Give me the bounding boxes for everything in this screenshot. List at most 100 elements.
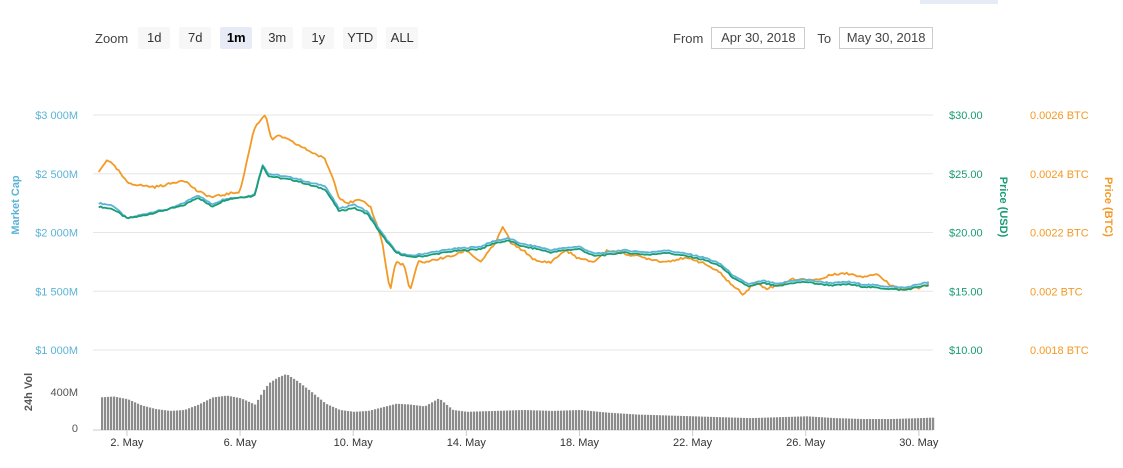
zoom-3m-button[interactable]: 3m [261,27,294,49]
volume-axis-title: 24h Vol [23,373,35,411]
volume-bar [671,415,674,430]
zoom-1d-button[interactable]: 1d [138,27,171,49]
volume-bar [257,399,260,430]
volume-bar [434,400,437,430]
volume-bar [851,418,854,430]
volume-bar [254,404,257,430]
x-tick-label: 6. May [224,437,258,449]
volume-bar [356,411,359,430]
volume-bar [425,405,428,430]
zoom-all-button[interactable]: ALL [386,27,419,49]
market-cap-tick-label: $3 000M [35,110,78,122]
zoom-1m-button[interactable]: 1m [220,27,253,49]
volume-bar [113,396,116,430]
volume-bar [218,396,221,430]
volume-bar [605,412,608,430]
volume-bar [785,416,788,430]
volume-bar [674,415,677,430]
volume-bar [686,416,689,430]
volume-bar [410,404,413,430]
volume-bar [452,409,455,430]
volume-bar [137,403,140,430]
volume-tick-label: 400M [50,387,78,399]
volume-bar [341,410,344,430]
price-btc-series-line [97,114,930,296]
volume-bar [578,410,581,430]
volume-bar [173,410,176,430]
zoom-1y-button[interactable]: 1y [302,27,335,49]
volume-bar [713,416,716,430]
volume-bar [572,410,575,430]
volume-bar [140,405,143,430]
market-cap-tick-label: $1 000M [35,345,78,357]
volume-bar [296,380,299,430]
volume-bar [845,418,848,430]
volume-bar [500,410,503,430]
volume-bar [575,410,578,430]
volume-bar [464,411,467,430]
volume-bar [740,417,743,430]
volume-bar [599,411,602,430]
volume-bar [878,419,881,430]
zoom-7d-button[interactable]: 7d [179,27,212,49]
volume-bar [698,416,701,430]
volume-bar [311,392,314,430]
volume-bar [830,417,833,430]
price-usd-tick-label: $15.00 [949,286,983,298]
volume-bar [287,375,290,430]
volume-bar [458,410,461,430]
volume-bar [146,406,149,430]
volume-bar [923,417,926,430]
volume-bar [314,394,317,430]
volume-bar [557,410,560,430]
volume-bar [344,410,347,430]
x-tick-label: 10. May [334,437,374,449]
volume-bar [401,404,404,430]
volume-bar [857,418,860,430]
volume-bar [542,410,545,430]
volume-bar [110,396,113,430]
volume-bar [368,410,371,430]
volume-bar [749,418,752,430]
volume-bar [518,410,521,430]
volume-bar [380,407,383,430]
volume-bar [122,398,125,430]
volume-bar [101,397,104,430]
volume-bar [320,399,323,430]
volume-bar [854,418,857,430]
volume-bar [728,417,731,430]
volume-bar [809,416,812,430]
volume-bar [602,412,605,430]
volume-bar [893,418,896,430]
volume-bar [116,397,119,430]
volume-bar [623,413,626,430]
volume-bar [659,415,662,430]
volume-bar [155,409,158,430]
volume-bar [914,418,917,430]
volume-bar [512,410,515,430]
to-date-input[interactable]: May 30, 2018 [839,27,934,49]
volume-bar [617,413,620,430]
volume-bar [905,418,908,430]
volume-bar [758,417,761,430]
zoom-ytd-button[interactable]: YTD [343,27,378,49]
volume-bar [107,396,110,430]
volume-bar [494,410,497,430]
volume-bar [737,417,740,430]
volume-bar [353,411,356,430]
volume-bar [428,404,431,430]
volume-bar [641,414,644,430]
volume-bar [908,418,911,430]
volume-bar [125,398,128,430]
volume-bar [248,401,251,430]
volume-bar [398,403,401,430]
volume-bar [416,405,419,430]
volume-bar [695,416,698,430]
market-cap-tick-label: $2 000M [35,228,78,240]
from-date-input[interactable]: Apr 30, 2018 [711,27,806,49]
volume-bar [251,403,254,430]
price-btc-axis-title: Price (BTC) [1102,177,1114,237]
volume-bar [689,416,692,430]
volume-bar [656,415,659,430]
